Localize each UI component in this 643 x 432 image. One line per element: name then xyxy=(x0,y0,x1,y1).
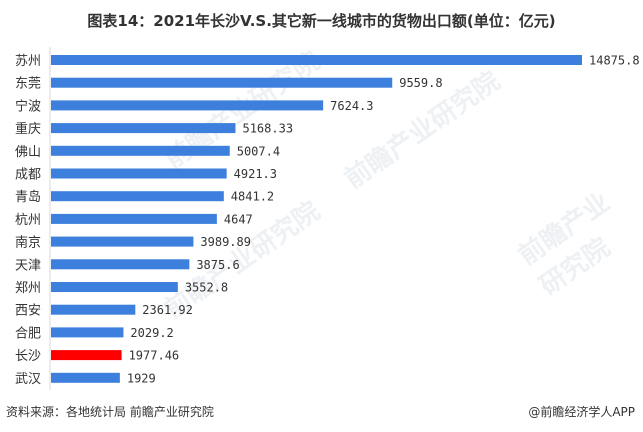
value-label: 2029.2 xyxy=(130,326,173,340)
category-label: 杭州 xyxy=(15,213,41,228)
value-label: 4647 xyxy=(224,212,253,226)
bar-1 xyxy=(51,77,393,88)
category-label: 天津 xyxy=(15,258,41,273)
bar-3 xyxy=(51,123,236,134)
bar-4 xyxy=(51,145,230,156)
bar-8 xyxy=(51,236,194,247)
bar-7 xyxy=(51,213,217,224)
bar-14 xyxy=(51,372,120,383)
category-label: 西安 xyxy=(15,304,41,319)
category-label: 合肥 xyxy=(15,326,41,341)
category-label: 武汉 xyxy=(15,372,41,387)
value-label: 3875.6 xyxy=(196,258,239,272)
value-label: 3989.89 xyxy=(200,235,251,249)
credit-note: @前瞻经济学人APP xyxy=(528,405,635,419)
category-label: 长沙 xyxy=(15,349,41,364)
value-label: 3552.8 xyxy=(185,281,228,295)
bar-9 xyxy=(51,259,190,270)
value-label: 1929 xyxy=(127,371,156,385)
bar-5 xyxy=(51,168,227,179)
value-label: 5168.33 xyxy=(242,122,293,136)
value-label: 2361.92 xyxy=(142,303,193,317)
chart-title: 图表14：2021年长沙V.S.其它新一线城市的货物出口额(单位：亿元) xyxy=(87,12,556,30)
value-label: 1977.46 xyxy=(129,349,180,363)
value-label: 9559.8 xyxy=(399,76,442,90)
category-label: 东莞 xyxy=(15,77,41,92)
bar-12 xyxy=(51,327,124,338)
category-label: 宁波 xyxy=(15,98,41,114)
source-note: 资料来源：各地统计局 前瞻产业研究院 xyxy=(6,405,214,419)
value-label: 4921.3 xyxy=(234,167,277,181)
value-label: 4841.2 xyxy=(231,190,274,204)
category-label: 重庆 xyxy=(15,121,41,137)
category-label: 郑州 xyxy=(15,281,41,296)
category-label: 苏州 xyxy=(15,53,41,69)
category-label: 南京 xyxy=(15,235,41,251)
bar-13 xyxy=(51,350,122,361)
bar-0 xyxy=(51,55,582,65)
bar-11 xyxy=(51,304,136,315)
value-label: 14875.8 xyxy=(589,54,640,68)
value-label: 5007.4 xyxy=(237,144,280,158)
bar-10 xyxy=(51,282,178,292)
category-label: 青岛 xyxy=(15,189,41,205)
category-label: 佛山 xyxy=(15,145,41,160)
category-label: 成都 xyxy=(15,168,41,183)
value-label: 7624.3 xyxy=(330,99,373,113)
bar-2 xyxy=(51,100,324,111)
bar-6 xyxy=(51,191,224,202)
